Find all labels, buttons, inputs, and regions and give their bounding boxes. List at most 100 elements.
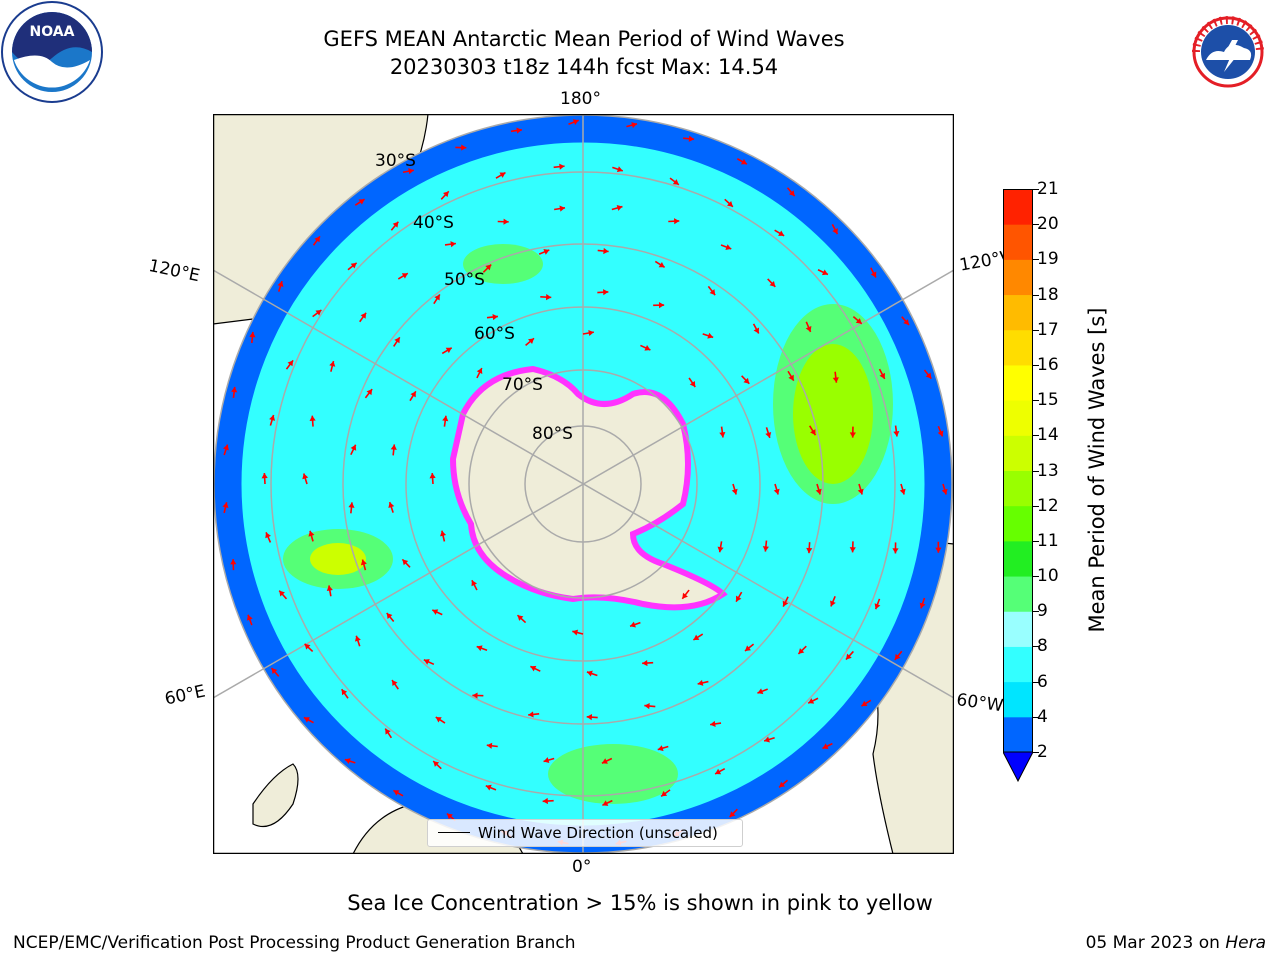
wind-wave-arrow [720,244,732,250]
wind-wave-arrow [354,198,366,206]
colorbar-tick-label: 14 [1033,425,1059,446]
wind-wave-arrow [763,736,775,743]
wind-wave-arrow [303,716,314,724]
wind-wave-arrow [486,742,498,749]
colorbar-tick-label: 12 [1033,495,1059,516]
wind-wave-arrow [611,204,623,211]
wind-wave-arrow [830,595,836,607]
wind-wave-arrow [277,280,284,292]
wind-wave-arrow [797,645,807,655]
wind-wave-arrow [787,370,795,382]
colorbar-tick-label: 10 [1033,566,1059,587]
wind-wave-arrow [347,262,358,271]
colorbar-segment [1003,681,1033,718]
wind-wave-arrow [660,789,671,797]
colorbar-tick-label: 11 [1033,530,1059,551]
wind-wave-arrow [668,218,680,225]
wind-wave-arrow [697,679,709,686]
colorbar-tick-label: 13 [1033,460,1059,481]
polar-map: 30°S 40°S 50°S 60°S 70°S 80°S [213,114,954,854]
lon-label-180: 180° [560,89,601,109]
wind-wave-arrow [644,702,656,710]
colorbar-tick-label: 6 [1033,671,1048,692]
footer-credit: NCEP/EMC/Verification Post Processing Pr… [13,933,576,953]
colorbar-tick-label: 20 [1033,214,1059,235]
wind-wave-arrow [782,596,789,607]
wind-wave-arrow [683,135,695,142]
wind-wave-arrow [312,235,321,246]
wind-wave-arrow [832,371,839,383]
wind-wave-arrow [485,784,497,791]
lat-label-70s: 70°S [502,375,543,395]
wind-wave-arrow [714,767,726,775]
wind-wave-arrow [401,558,411,568]
colorbar-tick-label: 8 [1033,636,1048,657]
colorbar-segment [1003,364,1033,401]
wind-wave-arrow [409,390,417,402]
wind-wave-arrow [582,329,594,337]
wind-wave-arrow [586,714,598,721]
polar-map-canvas [213,114,954,854]
wind-wave-arrow [222,502,229,514]
chart-subtitle: 20230303 t18z 144h fcst Max: 14.54 [389,55,779,79]
wind-wave-arrow [308,530,315,542]
colorbar-tick-label: 16 [1033,354,1059,375]
colorbar-segment [1003,505,1033,542]
colorbar-tick-label: 2 [1033,742,1048,762]
wind-wave-arrow [735,591,743,603]
wind-wave-arrow [845,650,854,661]
wind-wave-arrow [822,742,833,750]
wind-wave-arrow [807,697,819,704]
wind-wave-arrow [440,530,447,542]
wind-wave-arrow [538,249,550,255]
wind-wave-arrow [629,621,641,628]
colorbar-tick-label: 17 [1033,319,1059,340]
wind-wave-arrow [762,540,769,552]
colorbar-segment [1003,576,1033,612]
colorbar-tick-label: 9 [1033,601,1048,622]
lat-label-50s: 50°S [444,270,485,290]
colorbar-outline [1003,189,1033,753]
wind-wave-arrow [857,483,864,495]
wind-wave-arrow [431,609,443,616]
wind-wave-arrow [329,360,336,372]
wind-wave-arrow [878,368,886,380]
wind-wave-arrow [681,589,690,600]
wind-wave-arrow [941,483,948,495]
wind-wave-arrow [870,267,877,278]
wind-wave-arrow [729,808,738,818]
wind-wave-arrow [326,585,333,597]
wind-wave-arrow [270,667,280,677]
wind-wave-arrow [849,541,856,553]
wind-wave-arrow [707,285,716,296]
wind-wave-arrow [359,312,367,323]
colorbar-segment [1003,294,1033,331]
wind-wave-arrow [397,272,409,280]
wind-wave-arrow [384,728,393,739]
wind-wave-arrow [899,483,906,495]
wind-wave-arrow [391,679,399,690]
colorbar-segment [1003,646,1033,683]
wind-wave-arrow [923,369,932,380]
wind-wave-arrow [586,670,598,677]
lon-label-120e: 120°E [146,256,202,287]
lon-label-60w: 60°W [955,690,1005,717]
wind-wave-arrow [626,122,638,129]
colorbar-under-triangle [1003,751,1033,782]
wind-wave-arrow [440,190,450,200]
wind-wave-arrow [815,483,822,495]
colorbar-segment [1003,540,1033,577]
wind-wave-arrow [231,386,238,398]
wind-wave-arrow [601,757,613,764]
chart-title: GEFS MEAN Antarctic Mean Period of Wind … [323,27,845,51]
wind-wave-arrow [597,289,609,296]
wind-wave-arrow [572,629,584,636]
wind-wave-arrow [553,163,565,170]
wind-wave-arrow [269,414,276,426]
wind-wave-arrow [554,205,566,212]
wind-wave-arrow [390,221,399,231]
wind-wave-arrow [344,758,356,765]
footer-date: 05 Mar 2023 on Hera [1086,933,1266,953]
wind-wave-arrow [724,198,734,208]
wind-wave-arrow [717,541,724,553]
